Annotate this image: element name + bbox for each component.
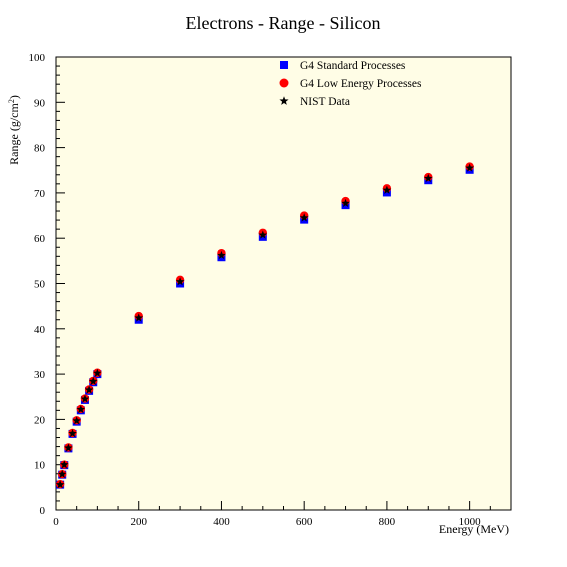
nist-point	[465, 163, 474, 172]
nist-point	[258, 230, 268, 239]
legend-marker-standard	[280, 61, 288, 69]
x-tick-label: 1000	[459, 516, 482, 528]
data-layer	[55, 162, 474, 489]
nist-point	[72, 416, 81, 425]
y-axis-label-base: Range (g/cm	[7, 103, 21, 165]
y-axis-label: Range (g/cm2)	[7, 95, 22, 165]
y-tick-label: 30	[34, 369, 46, 381]
nist-point	[59, 460, 69, 469]
axis-ticks: 0 200 400 600 800 1000 0 10 20 30 40 50 60 70 80 90 100	[29, 52, 512, 528]
legend-label-standard: G4 Standard Processes	[300, 60, 406, 72]
series-nist	[55, 163, 474, 489]
nist-point	[64, 443, 73, 452]
nist-point	[134, 313, 144, 322]
nist-point	[84, 385, 94, 394]
x-tick-label: 600	[296, 516, 313, 528]
y-tick-label: 20	[34, 414, 46, 426]
y-tick-label: 60	[34, 233, 46, 245]
nist-point	[217, 250, 226, 260]
nist-point	[382, 185, 392, 194]
y-tick-label: 0	[40, 505, 46, 517]
nist-point	[423, 173, 433, 183]
y-tick-label: 90	[34, 97, 46, 109]
nist-point	[299, 213, 309, 222]
legend-marker-low-energy	[279, 78, 289, 88]
y-tick-label: 10	[34, 460, 46, 472]
y-tick-label: 40	[34, 324, 46, 336]
plot-area	[55, 56, 512, 511]
y-tick-label: 80	[34, 143, 46, 155]
nist-point	[341, 198, 350, 207]
y-axis-label-end: )	[7, 95, 21, 99]
y-tick-label: 100	[29, 52, 46, 64]
nist-point	[76, 404, 86, 414]
chart-title: Electrons - Range - Silicon	[186, 13, 381, 33]
legend-marker-nist	[279, 96, 289, 105]
nist-point	[93, 368, 102, 377]
x-tick-label: 0	[53, 516, 59, 528]
legend: G4 Standard Processes G4 Low Energy Proc…	[279, 60, 422, 108]
nist-point	[80, 394, 90, 403]
nist-point	[88, 376, 98, 385]
y-tick-label: 70	[34, 188, 46, 200]
legend-label-low-energy: G4 Low Energy Processes	[300, 78, 422, 90]
x-tick-label: 200	[130, 516, 147, 528]
nist-point	[57, 469, 67, 478]
y-axis-label-sup: 2	[7, 99, 16, 103]
y-tick-label: 50	[34, 279, 46, 291]
x-tick-label: 400	[213, 516, 230, 528]
nist-point	[68, 428, 77, 438]
nist-point	[175, 277, 185, 286]
x-tick-label: 800	[379, 516, 396, 528]
nist-point	[55, 480, 65, 489]
legend-label-nist: NIST Data	[300, 96, 350, 108]
x-axis-label: Energy (MeV)	[439, 522, 509, 536]
